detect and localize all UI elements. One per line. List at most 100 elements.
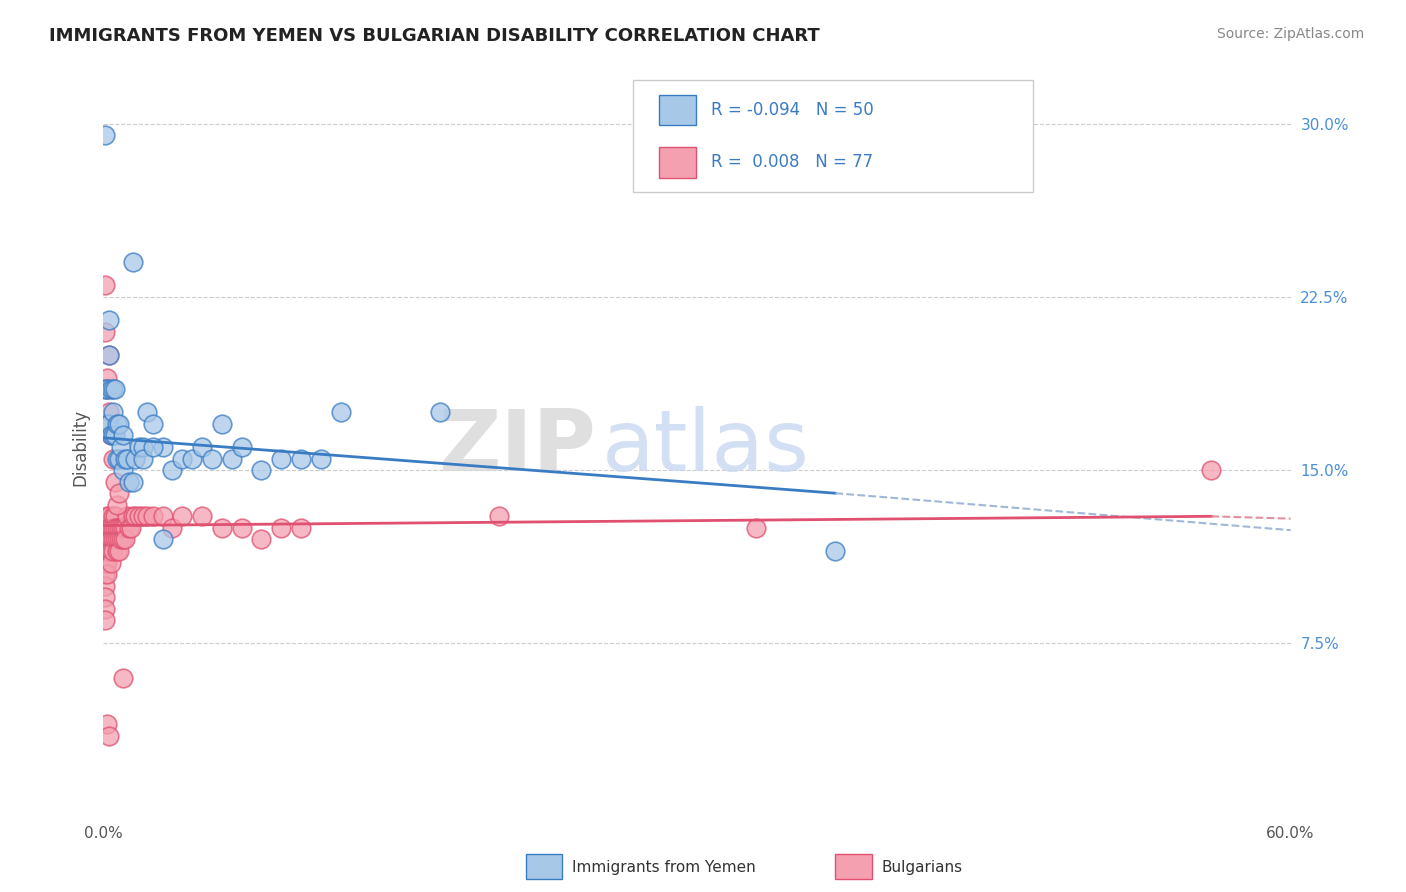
Point	[98, 313, 121, 327]
Text: Source: ZipAtlas.com: Source: ZipAtlas.com	[1216, 27, 1364, 41]
Point	[172, 509, 194, 524]
Point	[110, 440, 132, 454]
Point	[96, 382, 118, 396]
Point	[94, 601, 117, 615]
Point	[96, 717, 118, 731]
Point	[94, 278, 117, 293]
Point	[108, 417, 131, 431]
Point	[98, 533, 121, 547]
Point	[105, 533, 128, 547]
Point	[172, 451, 194, 466]
Point	[115, 451, 138, 466]
Point	[118, 475, 141, 489]
Point	[114, 451, 136, 466]
Point	[191, 440, 214, 454]
Point	[128, 509, 150, 524]
Point	[105, 417, 128, 431]
Point	[191, 509, 214, 524]
Point	[100, 382, 122, 396]
Point	[96, 521, 118, 535]
Point	[100, 533, 122, 547]
Point	[152, 509, 174, 524]
Point	[152, 533, 174, 547]
Text: atlas: atlas	[602, 406, 810, 489]
Point	[110, 533, 132, 547]
Point	[94, 556, 117, 570]
Point	[111, 521, 134, 535]
Point	[101, 382, 124, 396]
Point	[221, 451, 243, 466]
Point	[101, 405, 124, 419]
Point	[231, 521, 253, 535]
Point	[124, 509, 146, 524]
Point	[94, 325, 117, 339]
Point	[105, 498, 128, 512]
Point	[96, 417, 118, 431]
Point	[96, 544, 118, 558]
Point	[104, 475, 127, 489]
Point	[329, 405, 352, 419]
Point	[104, 533, 127, 547]
Point	[211, 521, 233, 535]
Point	[128, 440, 150, 454]
Point	[211, 417, 233, 431]
Point	[94, 544, 117, 558]
Point	[142, 440, 165, 454]
Point	[142, 509, 165, 524]
Point	[96, 370, 118, 384]
Point	[98, 348, 121, 362]
Point	[101, 533, 124, 547]
Point	[101, 428, 124, 442]
Point	[98, 348, 121, 362]
Point	[108, 521, 131, 535]
Point	[98, 405, 121, 419]
Point	[290, 451, 312, 466]
Point	[96, 556, 118, 570]
Point	[121, 475, 143, 489]
Point	[142, 417, 165, 431]
Text: R = -0.094   N = 50: R = -0.094 N = 50	[711, 101, 875, 119]
Point	[250, 533, 273, 547]
Point	[94, 128, 117, 143]
Point	[250, 463, 273, 477]
Point	[94, 579, 117, 593]
Point	[104, 509, 127, 524]
Point	[94, 567, 117, 582]
Point	[101, 544, 124, 558]
Point	[96, 533, 118, 547]
Point	[100, 544, 122, 558]
Point	[181, 451, 204, 466]
Text: IMMIGRANTS FROM YEMEN VS BULGARIAN DISABILITY CORRELATION CHART: IMMIGRANTS FROM YEMEN VS BULGARIAN DISAB…	[49, 27, 820, 45]
Point	[96, 382, 118, 396]
Point	[94, 613, 117, 627]
Point	[98, 544, 121, 558]
Point	[94, 521, 117, 535]
Point	[111, 463, 134, 477]
Point	[132, 509, 155, 524]
Point	[104, 428, 127, 442]
Point	[824, 544, 846, 558]
Point	[270, 521, 292, 535]
Point	[108, 533, 131, 547]
Point	[120, 521, 142, 535]
Point	[94, 382, 117, 396]
Point	[115, 509, 138, 524]
Point	[98, 509, 121, 524]
Point	[94, 533, 117, 547]
Point	[111, 428, 134, 442]
Point	[132, 440, 155, 454]
Point	[309, 451, 332, 466]
Point	[105, 544, 128, 558]
Point	[121, 255, 143, 269]
Point	[114, 533, 136, 547]
Point	[118, 521, 141, 535]
Point	[231, 440, 253, 454]
Point	[108, 486, 131, 500]
Point	[124, 451, 146, 466]
Point	[100, 556, 122, 570]
Point	[96, 567, 118, 582]
Point	[135, 405, 157, 419]
Point	[100, 428, 122, 442]
Text: Bulgarians: Bulgarians	[882, 861, 963, 875]
Point	[96, 509, 118, 524]
